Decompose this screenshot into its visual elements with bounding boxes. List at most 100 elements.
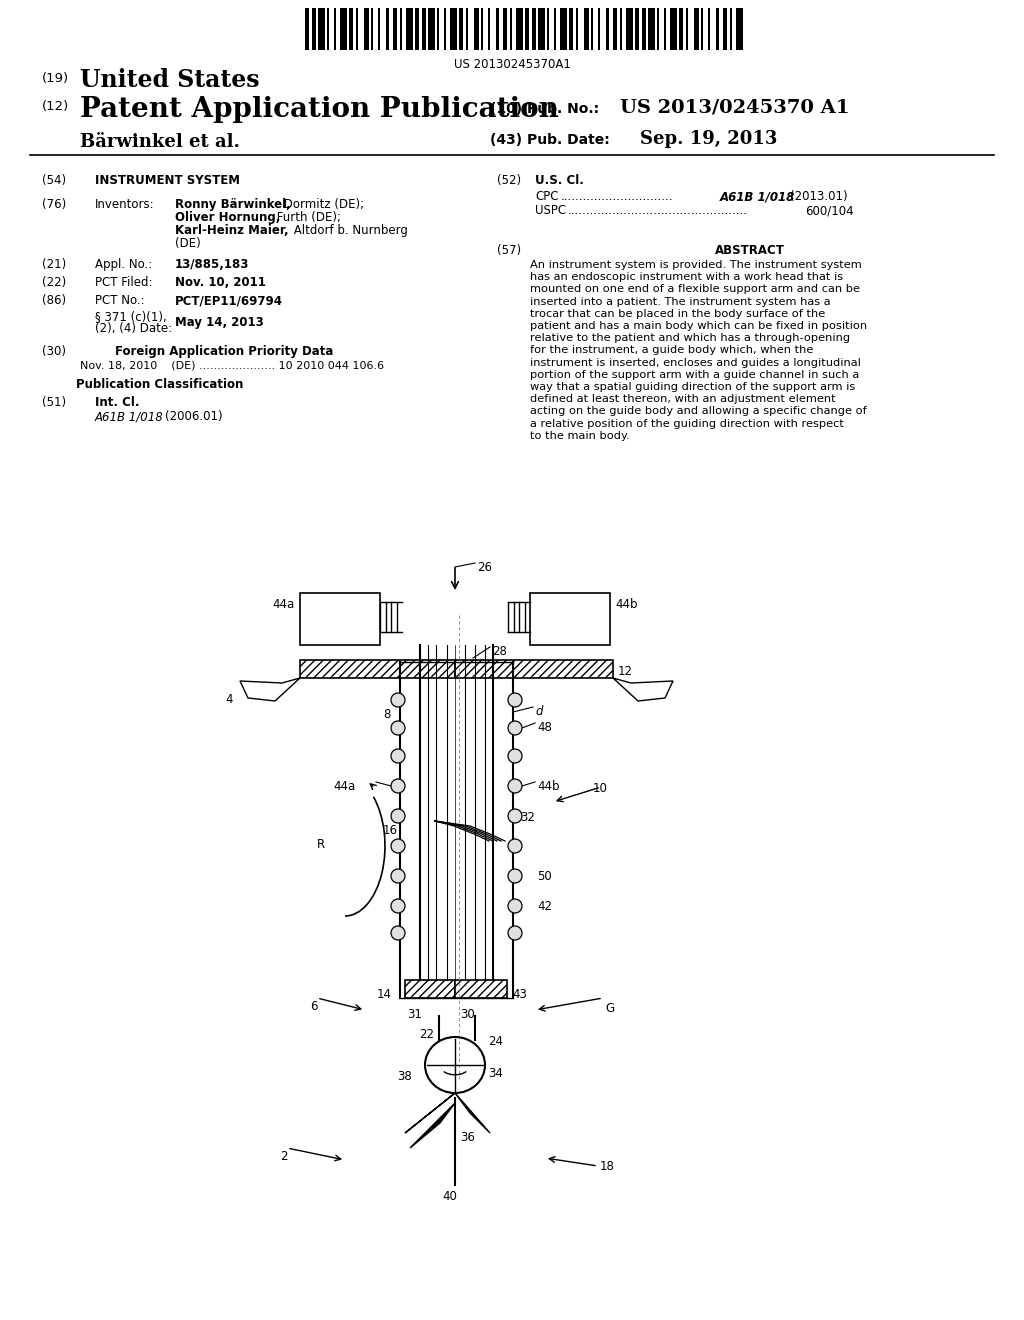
Text: 2: 2: [280, 1150, 288, 1163]
Text: 28: 28: [492, 645, 507, 657]
Bar: [708, 8, 710, 50]
Text: (43) Pub. Date:: (43) Pub. Date:: [490, 133, 609, 147]
Text: 12: 12: [618, 665, 633, 678]
Bar: [717, 8, 719, 50]
Bar: [554, 8, 556, 50]
Bar: [569, 8, 573, 50]
Text: 44b: 44b: [537, 780, 559, 793]
Text: d: d: [535, 705, 543, 718]
Bar: [422, 8, 426, 50]
Text: portion of the support arm with a guide channel in such a: portion of the support arm with a guide …: [530, 370, 859, 380]
Bar: [730, 8, 732, 50]
Bar: [399, 8, 401, 50]
Bar: [539, 8, 545, 50]
Circle shape: [508, 748, 522, 763]
Text: 38: 38: [397, 1071, 412, 1082]
Circle shape: [391, 748, 406, 763]
Bar: [679, 8, 683, 50]
Bar: [736, 8, 742, 50]
Circle shape: [508, 899, 522, 913]
Text: Sep. 19, 2013: Sep. 19, 2013: [640, 129, 777, 148]
Bar: [451, 8, 457, 50]
Text: (76): (76): [42, 198, 67, 211]
Text: (19): (19): [42, 73, 70, 84]
Bar: [503, 8, 508, 50]
Circle shape: [508, 721, 522, 735]
Bar: [327, 8, 329, 50]
Text: A61B 1/018: A61B 1/018: [720, 190, 796, 203]
Text: (2006.01): (2006.01): [165, 411, 222, 422]
Text: R: R: [317, 838, 326, 851]
Text: 43: 43: [512, 987, 527, 1001]
Text: 24: 24: [488, 1035, 503, 1048]
Bar: [365, 8, 369, 50]
Bar: [530, 593, 610, 645]
Text: defined at least thereon, with an adjustment element: defined at least thereon, with an adjust…: [530, 395, 836, 404]
Text: § 371 (c)(1),: § 371 (c)(1),: [95, 310, 167, 323]
Bar: [531, 8, 536, 50]
Text: Altdorf b. Nurnberg: Altdorf b. Nurnberg: [290, 224, 408, 238]
Text: instrument is inserted, encloses and guides a longitudinal: instrument is inserted, encloses and gui…: [530, 358, 861, 367]
Text: Dormitz (DE);: Dormitz (DE);: [280, 198, 365, 211]
Text: 14: 14: [377, 987, 392, 1001]
Text: CPC: CPC: [535, 190, 558, 203]
Text: 18: 18: [600, 1160, 614, 1173]
Polygon shape: [455, 1093, 490, 1133]
Text: has an endoscopic instrument with a work head that is: has an endoscopic instrument with a work…: [530, 272, 843, 282]
Text: 50: 50: [537, 870, 552, 883]
Bar: [575, 8, 578, 50]
Text: (DE): (DE): [175, 238, 201, 249]
Bar: [443, 8, 445, 50]
Bar: [406, 979, 455, 998]
Text: 30: 30: [460, 1008, 475, 1020]
Text: Publication Classification: Publication Classification: [77, 378, 244, 391]
Text: 13/885,183: 13/885,183: [175, 257, 250, 271]
Bar: [694, 8, 698, 50]
Bar: [455, 979, 507, 998]
Bar: [428, 8, 435, 50]
Text: (30): (30): [42, 345, 66, 358]
Text: (86): (86): [42, 294, 67, 308]
Text: mounted on one end of a flexible support arm and can be: mounted on one end of a flexible support…: [530, 284, 860, 294]
Bar: [481, 8, 483, 50]
Polygon shape: [240, 678, 300, 701]
Text: Int. Cl.: Int. Cl.: [95, 396, 139, 409]
Text: 34: 34: [488, 1067, 503, 1080]
Bar: [340, 8, 347, 50]
Text: (51): (51): [42, 396, 67, 409]
Bar: [474, 8, 479, 50]
Text: 31: 31: [407, 1008, 422, 1020]
Text: 26: 26: [477, 561, 492, 574]
Text: (2013.01): (2013.01): [790, 190, 848, 203]
Circle shape: [391, 693, 406, 708]
Bar: [657, 8, 659, 50]
Text: 8: 8: [383, 708, 390, 721]
Text: Oliver Hornung,: Oliver Hornung,: [175, 211, 281, 224]
Text: An instrument system is provided. The instrument system: An instrument system is provided. The in…: [530, 260, 862, 271]
Bar: [318, 8, 325, 50]
Polygon shape: [410, 1104, 455, 1148]
Text: for the instrument, a guide body which, when the: for the instrument, a guide body which, …: [530, 346, 813, 355]
Bar: [547, 8, 549, 50]
Bar: [415, 8, 420, 50]
Polygon shape: [613, 678, 673, 701]
Circle shape: [508, 927, 522, 940]
Text: trocar that can be placed in the body surface of the: trocar that can be placed in the body su…: [530, 309, 825, 319]
Bar: [510, 8, 512, 50]
Text: 44b: 44b: [615, 598, 638, 611]
Text: Inventors:: Inventors:: [95, 198, 155, 211]
Bar: [459, 8, 464, 50]
Text: U.S. Cl.: U.S. Cl.: [535, 174, 584, 187]
Text: (10) Pub. No.:: (10) Pub. No.:: [490, 102, 599, 116]
Text: 36: 36: [460, 1131, 475, 1144]
Text: 16: 16: [383, 824, 398, 837]
Text: Karl-Heinz Maier,: Karl-Heinz Maier,: [175, 224, 289, 238]
Text: 22: 22: [419, 1028, 434, 1041]
Bar: [393, 8, 397, 50]
Bar: [466, 8, 468, 50]
Bar: [598, 8, 600, 50]
Polygon shape: [406, 1093, 455, 1133]
Bar: [701, 8, 703, 50]
Text: 10: 10: [593, 781, 608, 795]
Text: inserted into a patient. The instrument system has a: inserted into a patient. The instrument …: [530, 297, 830, 306]
